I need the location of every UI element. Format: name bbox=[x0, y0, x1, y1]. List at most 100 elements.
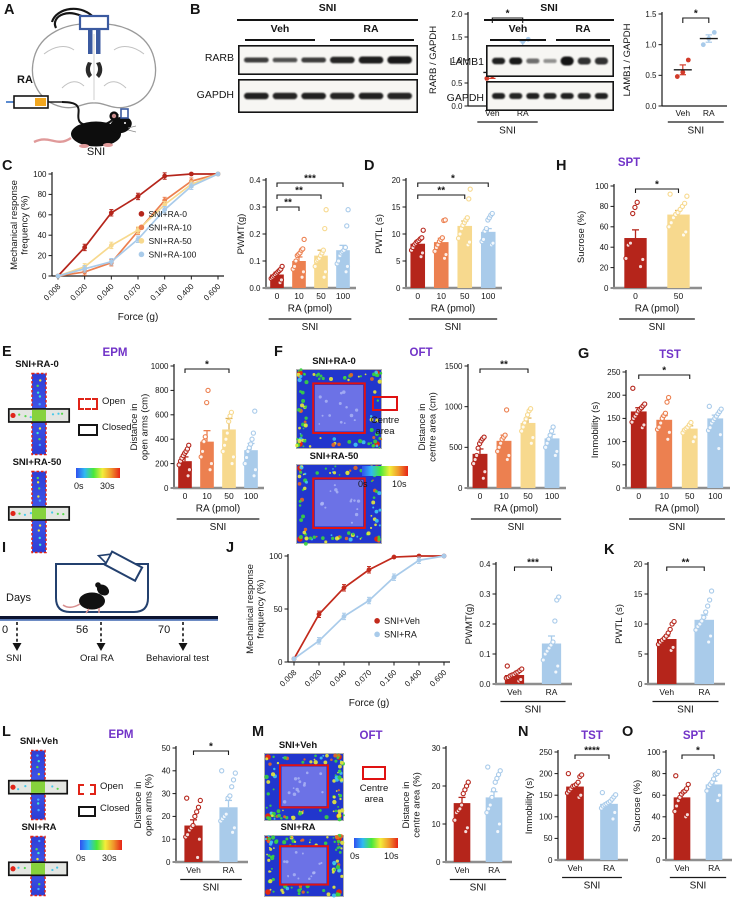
svg-text:20: 20 bbox=[432, 782, 441, 791]
timeline-day-0: 0 bbox=[2, 624, 9, 636]
gapdh-western-blot-right bbox=[486, 81, 615, 111]
closed-arm-legend-swatch-oral bbox=[78, 806, 96, 817]
open-arms-distance-oral-bar-chart: 0 10 20 30 40 50 Distance in open arms (%) Veh RA… bbox=[133, 742, 248, 894]
svg-text:Immobility (s): Immobility (s) bbox=[524, 778, 535, 834]
svg-text:SNI: SNI bbox=[669, 522, 686, 533]
svg-text:40: 40 bbox=[162, 767, 171, 776]
blot-right-ra-label: RA bbox=[575, 23, 591, 35]
svg-text:0.070: 0.070 bbox=[353, 668, 374, 689]
oft-colorbar bbox=[362, 466, 408, 476]
svg-text:Force (g): Force (g) bbox=[349, 698, 390, 709]
panel-a-label: A bbox=[4, 2, 15, 18]
svg-text:150: 150 bbox=[539, 791, 553, 800]
panel-j-label: J bbox=[226, 540, 235, 556]
svg-text:Veh: Veh bbox=[568, 863, 583, 873]
svg-text:**: ** bbox=[500, 360, 508, 371]
svg-text:80: 80 bbox=[652, 769, 661, 778]
svg-text:0.0: 0.0 bbox=[249, 284, 261, 293]
svg-text:20: 20 bbox=[634, 560, 643, 569]
open-arm-legend-label: Open bbox=[102, 396, 126, 407]
svg-text:0.008: 0.008 bbox=[278, 668, 299, 689]
svg-text:***: *** bbox=[527, 558, 539, 569]
svg-text:100: 100 bbox=[539, 813, 553, 822]
svg-text:10: 10 bbox=[392, 230, 401, 239]
svg-text:0: 0 bbox=[478, 491, 483, 501]
svg-text:SNI: SNI bbox=[677, 705, 694, 716]
svg-text:frequency (%): frequency (%) bbox=[256, 579, 267, 638]
svg-text:PWTL (s): PWTL (s) bbox=[614, 604, 625, 644]
svg-text:50: 50 bbox=[224, 491, 234, 501]
cage-icon bbox=[55, 563, 149, 613]
lamb1-gapdh-quantification-chart: 0.0 0.5 1.0 1.5 LAMB1 / GAPDH Veh RA * SNI bbox=[622, 9, 727, 137]
oft-oral-heatmap-2-label: SNI+RA bbox=[280, 822, 316, 833]
icv-injection-schematic bbox=[6, 7, 157, 148]
svg-text:15: 15 bbox=[634, 590, 643, 599]
svg-text:Veh: Veh bbox=[507, 687, 522, 697]
svg-text:centre area (cm): centre area (cm) bbox=[428, 392, 439, 462]
svg-text:0: 0 bbox=[638, 680, 643, 689]
svg-text:SNI: SNI bbox=[302, 322, 319, 333]
epm-heatmap-2-label: SNI+RA-50 bbox=[12, 457, 62, 468]
svg-text:RA (pmol): RA (pmol) bbox=[635, 304, 679, 315]
svg-text:SNI+Veh: SNI+Veh bbox=[384, 616, 420, 626]
svg-text:PWTL (s): PWTL (s) bbox=[374, 214, 385, 254]
svg-text:10: 10 bbox=[499, 491, 509, 501]
oft-heatmap-veh bbox=[264, 753, 345, 822]
svg-text:250: 250 bbox=[607, 368, 621, 377]
svg-text:1500: 1500 bbox=[445, 362, 463, 371]
svg-text:SNI: SNI bbox=[584, 881, 601, 892]
panel-f-label: F bbox=[274, 344, 283, 360]
timeline-axis bbox=[0, 616, 218, 620]
svg-text:RA (pmol): RA (pmol) bbox=[196, 504, 240, 515]
svg-text:SNI: SNI bbox=[210, 522, 227, 533]
svg-text:100: 100 bbox=[336, 291, 350, 301]
epm-heatmap-oral-ra bbox=[7, 835, 69, 897]
svg-text:Distance in: Distance in bbox=[133, 782, 144, 829]
svg-text:0.400: 0.400 bbox=[175, 282, 196, 303]
oft-heatmap-2-label: SNI+RA-50 bbox=[309, 451, 359, 462]
timeline-tick-arrows bbox=[16, 622, 184, 643]
closed-arm-legend-swatch bbox=[78, 424, 98, 436]
svg-text:0: 0 bbox=[183, 491, 188, 501]
svg-text:SNI: SNI bbox=[508, 522, 525, 533]
svg-text:50: 50 bbox=[274, 605, 283, 614]
blot-left-sni-header: SNI bbox=[318, 2, 337, 14]
svg-text:**: ** bbox=[682, 558, 690, 569]
svg-text:SNI: SNI bbox=[525, 705, 542, 716]
blot-right-sni-line bbox=[484, 19, 614, 21]
svg-text:RA: RA bbox=[546, 687, 558, 697]
experiment-timeline-graphic bbox=[0, 550, 218, 651]
svg-text:0.160: 0.160 bbox=[149, 282, 170, 303]
svg-text:100: 100 bbox=[481, 291, 495, 301]
svg-text:200: 200 bbox=[607, 391, 621, 400]
svg-text:150: 150 bbox=[607, 414, 621, 423]
svg-text:20: 20 bbox=[600, 263, 609, 272]
svg-text:0: 0 bbox=[42, 272, 47, 281]
epm-heatmap-ra0 bbox=[7, 372, 71, 456]
svg-text:400: 400 bbox=[155, 435, 169, 444]
lamb1-western-blot bbox=[486, 45, 615, 77]
svg-text:80: 80 bbox=[600, 202, 609, 211]
svg-text:5: 5 bbox=[638, 650, 643, 659]
svg-text:40: 40 bbox=[38, 231, 47, 240]
svg-text:20: 20 bbox=[652, 834, 661, 843]
panel-d-label: D bbox=[364, 158, 375, 174]
svg-text:RA: RA bbox=[603, 863, 615, 873]
svg-text:10: 10 bbox=[437, 291, 447, 301]
svg-text:0.1: 0.1 bbox=[479, 650, 491, 659]
blot-left-veh-line bbox=[245, 39, 315, 41]
blot-right-sni-header: SNI bbox=[540, 2, 558, 14]
svg-text:50: 50 bbox=[544, 834, 553, 843]
gapdh-western-blot-left bbox=[238, 79, 418, 114]
svg-text:Sucrose (%): Sucrose (%) bbox=[576, 211, 587, 263]
panel-h-label: H bbox=[556, 158, 567, 174]
svg-text:RARB / GAPDH: RARB / GAPDH bbox=[428, 26, 439, 94]
panel-n-label: N bbox=[518, 724, 529, 740]
svg-text:0.160: 0.160 bbox=[378, 668, 399, 689]
epm-oral-heatmap-1-label: SNI+Veh bbox=[19, 736, 59, 747]
epm-scale-max: 30s bbox=[100, 481, 115, 491]
svg-text:LAMB1 / GAPDH: LAMB1 / GAPDH bbox=[622, 23, 633, 96]
svg-text:SNI: SNI bbox=[687, 126, 704, 137]
svg-text:0.3: 0.3 bbox=[479, 590, 491, 599]
